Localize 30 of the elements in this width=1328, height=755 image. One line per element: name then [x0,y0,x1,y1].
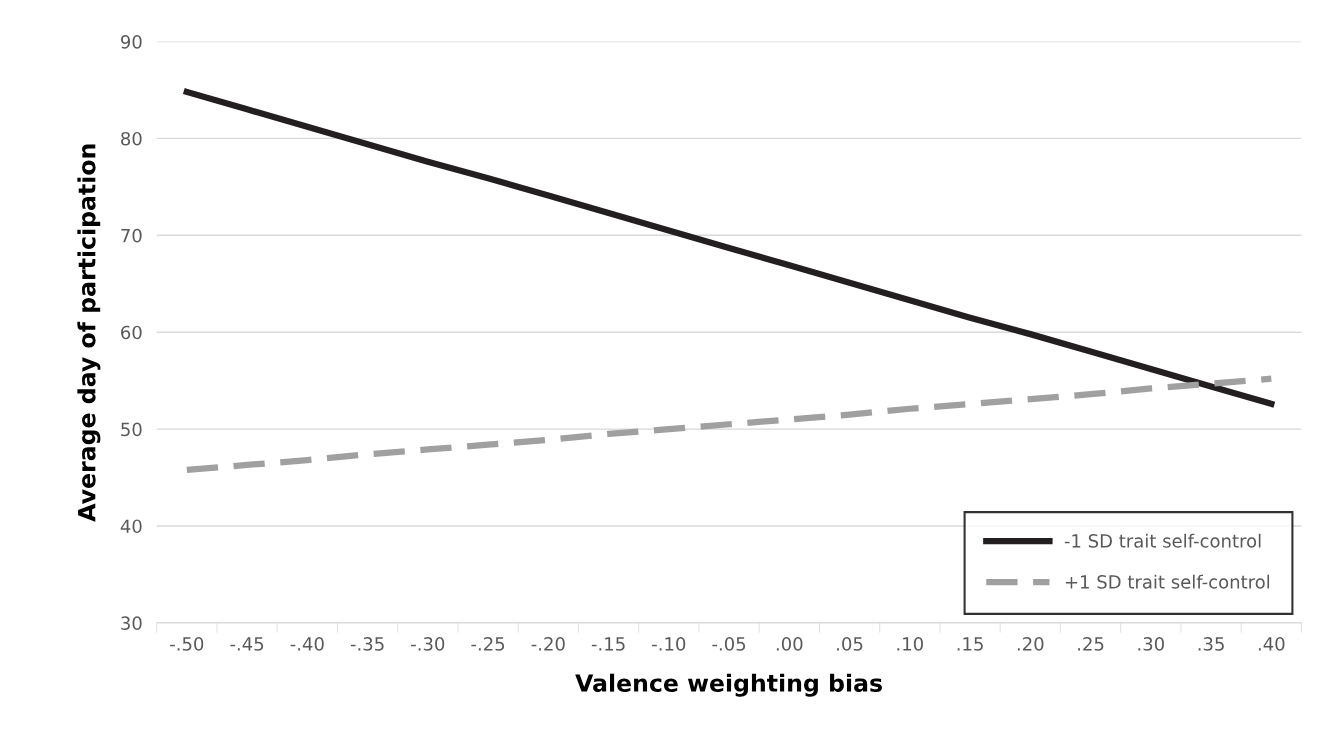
x-tick-label: .40 [1258,637,1285,651]
x-tick-label: -.10 [652,637,686,651]
x-tick-label: -.45 [230,637,264,651]
x-tick-label: .25 [1078,637,1104,651]
y-tick-label: 70 [121,228,142,243]
y-tick-label: 80 [121,131,142,146]
y-tick-label: 30 [121,616,142,630]
y-axis-title: Average day of participation [77,144,101,522]
x-tick-label: -.15 [591,637,625,651]
legend-label: -1 SD trait self-control [1064,533,1261,548]
x-tick-label: -.30 [411,637,445,651]
x-tick-label: .10 [897,637,923,651]
x-tick-label: .05 [837,637,863,651]
x-tick-label: -.05 [712,637,746,651]
x-axis-title: Valence weighting bias [575,673,882,697]
x-tick-label: .20 [1017,637,1044,651]
x-tick-label: -.50 [170,637,204,651]
x-tick-label: -.35 [350,637,384,651]
y-tick-label: 90 [120,34,142,49]
y-tick-label: 40 [120,519,142,534]
x-tick-label: .30 [1138,637,1164,651]
legend-label: +1 SD trait self-control [1065,574,1270,589]
x-tick-label: -.20 [531,637,565,651]
x-tick-label: .00 [776,637,803,651]
y-tick-label: 50 [121,422,142,437]
x-tick-label: -.25 [471,637,505,651]
x-tick-label: -.40 [290,637,324,651]
x-tick-label: .15 [957,637,983,651]
y-tick-label: 60 [121,325,142,340]
x-tick-label: .35 [1198,637,1224,651]
